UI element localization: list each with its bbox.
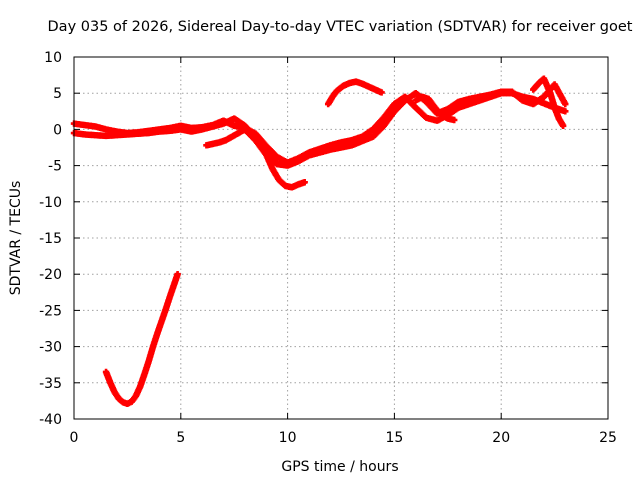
- series-hump-branch: [412, 93, 458, 124]
- data-point: [559, 122, 567, 129]
- y-tick-label: -5: [48, 159, 62, 175]
- x-tick-label: 10: [279, 430, 297, 446]
- x-tick-label: 0: [70, 430, 79, 446]
- axis-ticks: [73, 56, 609, 420]
- series-dip-branch: [241, 126, 308, 191]
- y-tick-label: -10: [39, 195, 62, 211]
- y-axis-label: SDTVAR / TECUs: [8, 181, 24, 296]
- x-tick-label: 5: [176, 430, 185, 446]
- y-tick-label: 10: [44, 50, 62, 66]
- chart-title: Day 035 of 2026, Sidereal Day-to-day VTE…: [48, 19, 633, 35]
- grid-lines: [74, 57, 608, 419]
- y-tick-label: 0: [53, 122, 62, 138]
- series-deep-dip: [102, 271, 181, 407]
- y-tick-label: -20: [39, 267, 62, 283]
- data-points: [70, 75, 569, 407]
- x-tick-label: 15: [385, 430, 403, 446]
- y-tick-label: 5: [53, 86, 62, 102]
- x-tick-label: 20: [492, 430, 510, 446]
- data-point: [301, 179, 308, 186]
- y-tick-label: -25: [39, 303, 62, 319]
- y-tick-label: -40: [39, 412, 62, 428]
- data-point: [562, 100, 569, 108]
- data-point: [451, 116, 458, 124]
- series-band-main-b: [70, 81, 569, 169]
- series-end-branch: [530, 75, 567, 129]
- x-tick-label: 25: [599, 430, 617, 446]
- tick-labels: 0 5 10 15 20 25 -40 -35 -30 -25 -20 -15 -10 -5 0 5 10: [39, 50, 617, 446]
- y-tick-label: -35: [39, 376, 62, 392]
- x-axis-label: GPS time / hours: [281, 459, 398, 475]
- y-tick-label: -15: [39, 231, 62, 247]
- data-point: [562, 108, 569, 115]
- data-point: [241, 126, 249, 133]
- series-arc-upper: [324, 78, 385, 108]
- y-tick-label: -30: [39, 340, 62, 356]
- data-point: [174, 271, 181, 278]
- series-low-branch: [203, 126, 249, 149]
- data-point: [378, 89, 385, 96]
